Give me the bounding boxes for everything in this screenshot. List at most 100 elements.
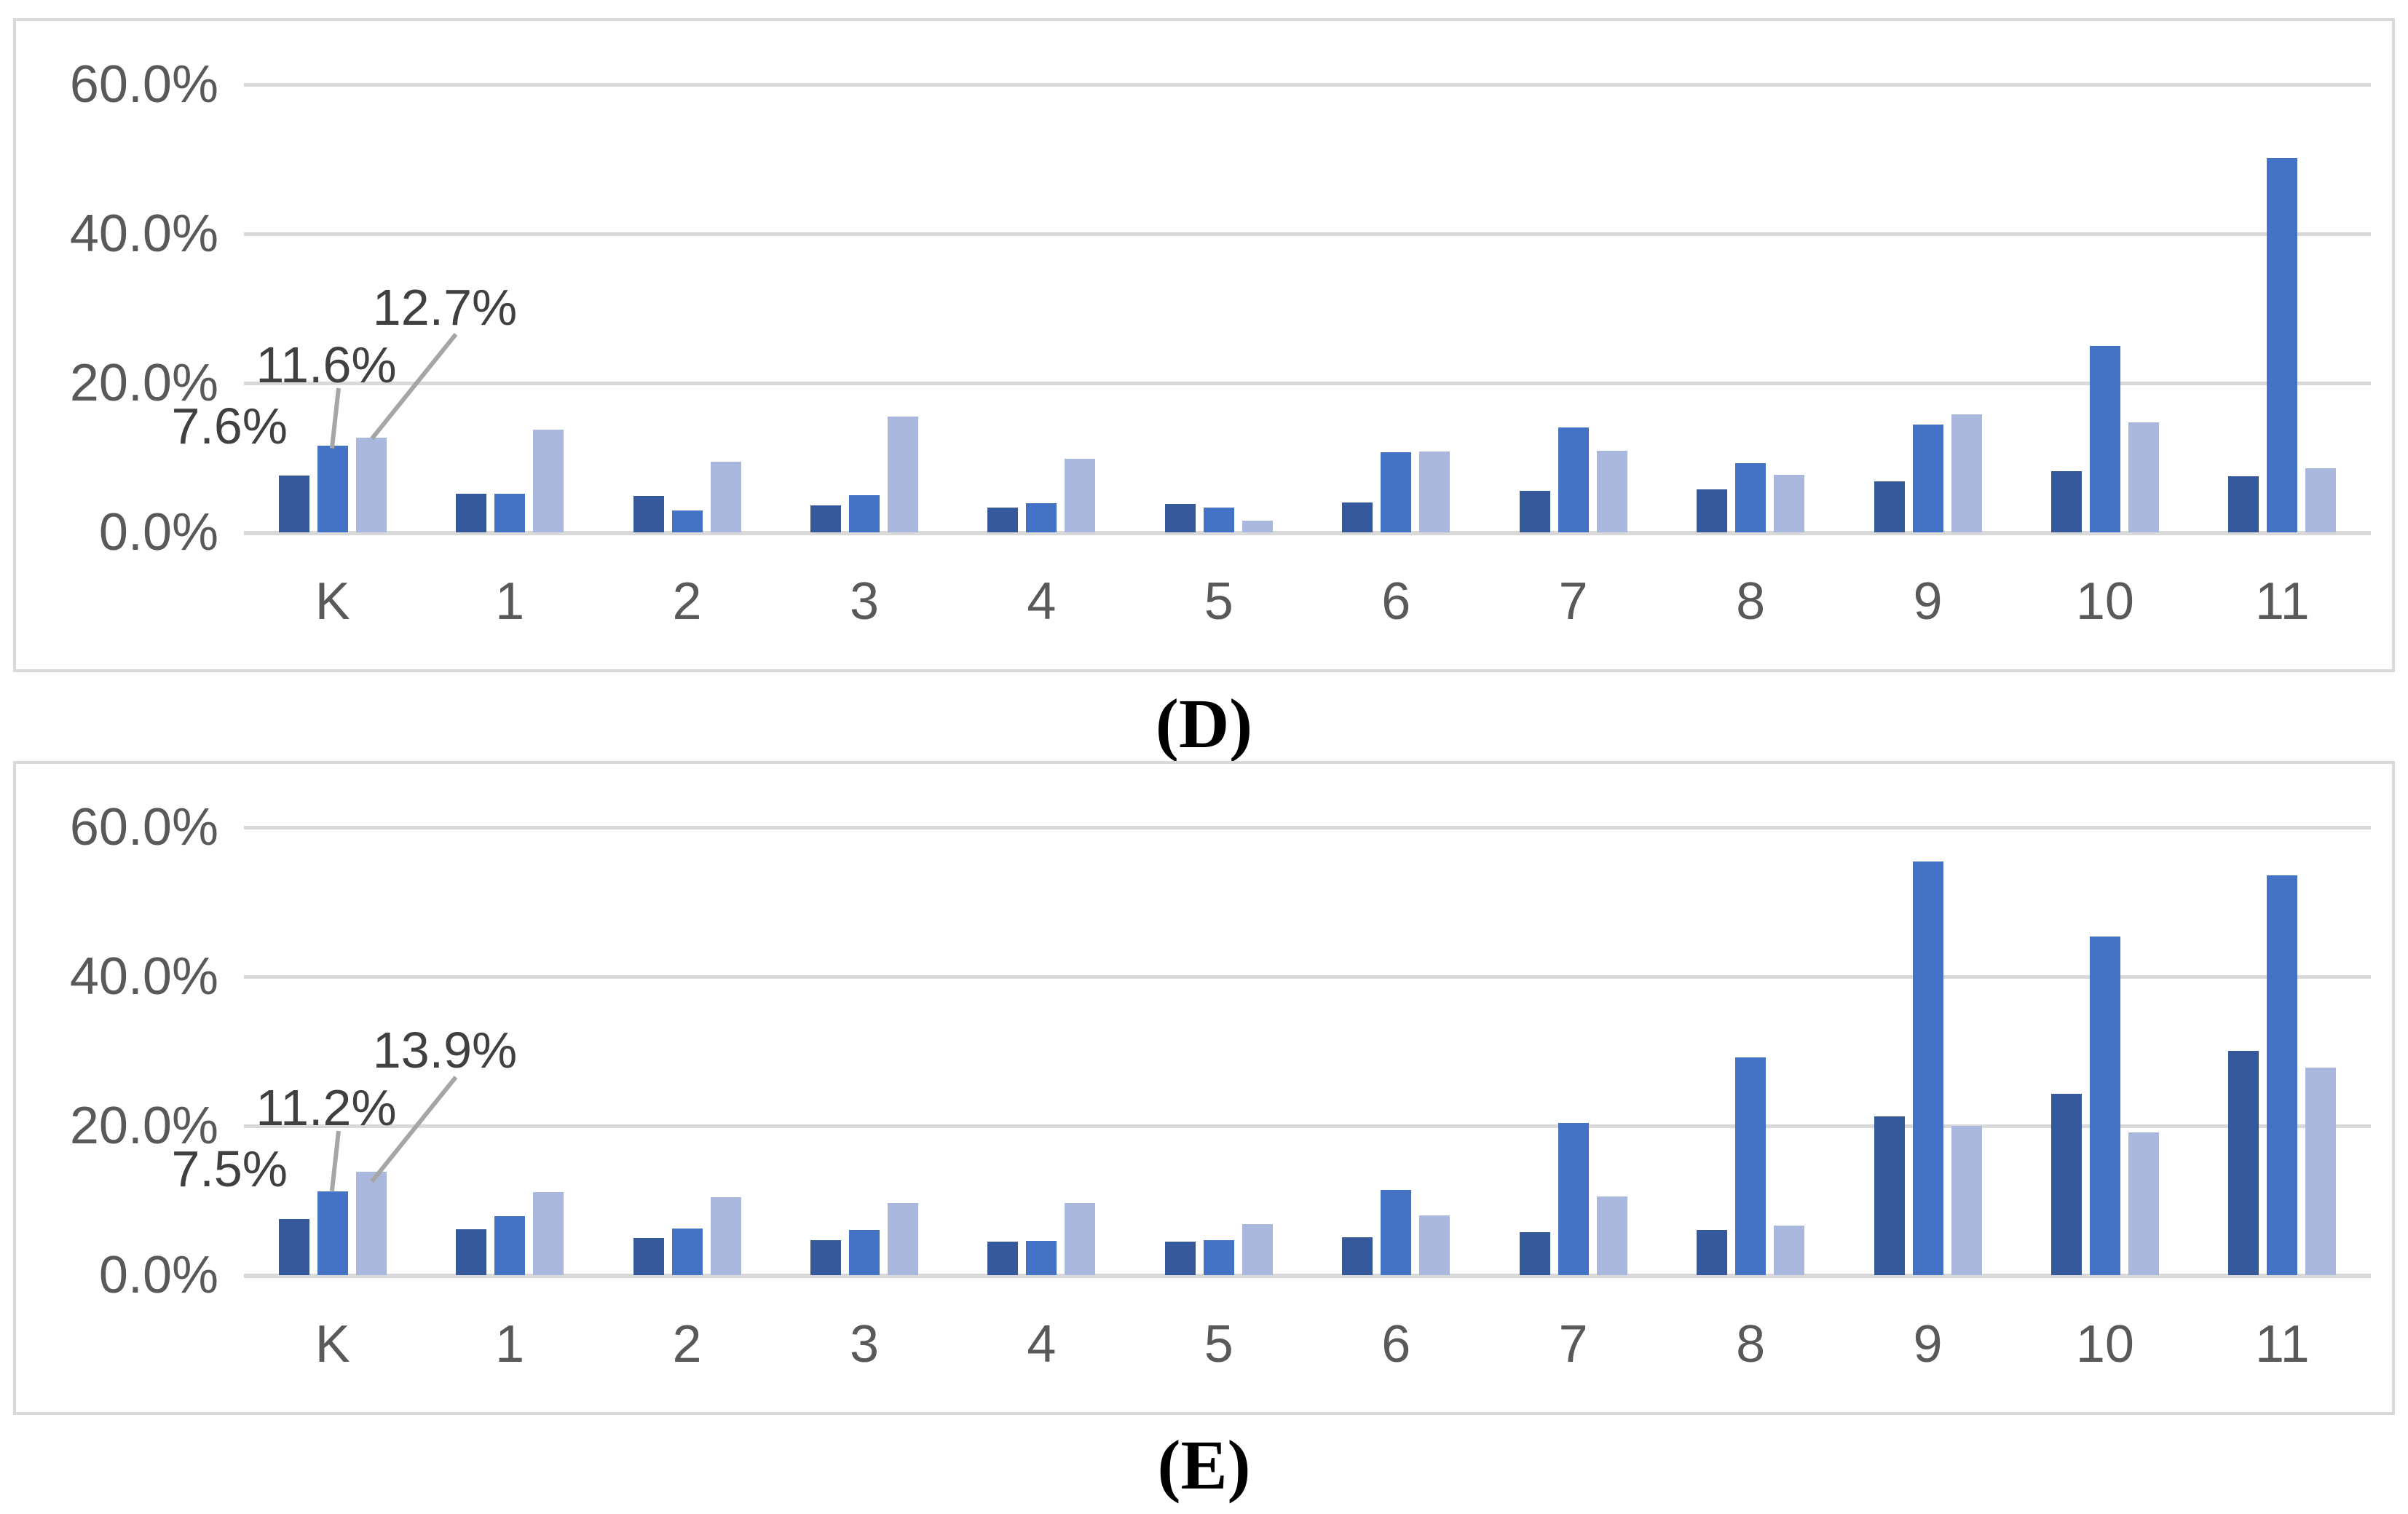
gridline-0 [244,1274,2371,1278]
bar-group-7 [1485,427,1662,532]
bar-group-10 [2016,937,2193,1275]
bar-dark-blue-9 [1874,1116,1905,1275]
gridline-20 [244,1124,2371,1128]
bar-dark-blue-10 [2050,471,2082,532]
x-tick-label-9: 9 [1913,1315,1943,1373]
bar-light-blue-3 [887,417,918,532]
bar-medium-blue-11 [2267,158,2298,532]
chart-d-x-axis: K 1 2 3 4 5 6 7 8 9 10 11 [244,572,2371,631]
bar-light-blue-10 [2128,1132,2159,1275]
x-tick-label-6: 6 [1381,572,1411,631]
gridline-20 [244,382,2371,385]
bar-medium-blue-8 [1735,463,1766,532]
data-label: 7.6% [171,398,288,454]
bar-dark-blue-8 [1697,489,1728,532]
bar-medium-blue-5 [1203,1240,1234,1275]
bar-group-7 [1485,1123,1662,1275]
x-tick-label-11: 11 [2254,1315,2310,1373]
bar-group-10 [2016,346,2193,532]
bar-medium-blue-9 [1912,862,1943,1275]
bar-group-4 [953,459,1130,532]
gridline-40 [244,975,2371,979]
bar-dark-blue-11 [2228,476,2259,532]
bar-light-blue-4 [1065,459,1096,532]
x-tick-label-7: 7 [1558,572,1588,631]
x-tick-label-1: 1 [495,572,525,631]
gridline-40 [244,232,2371,236]
bar-light-blue-3 [887,1203,918,1275]
y-tick-label: 20.0% [69,354,218,412]
bar-medium-blue-10 [2089,346,2120,532]
bar-group-K [244,438,421,532]
bar-group-5 [1130,504,1307,532]
bar-dark-blue-2 [633,1238,664,1275]
bar-light-blue-6 [1419,452,1450,532]
x-tick-label-6: 6 [1381,1315,1411,1373]
bar-medium-blue-4 [1026,1241,1057,1275]
bar-medium-blue-11 [2267,875,2298,1275]
y-tick-label: 40.0% [69,205,218,263]
y-tick-label: 20.0% [69,1097,218,1155]
bar-medium-blue-K [317,1191,348,1275]
bar-group-6 [1308,452,1485,532]
bar-light-blue-8 [1774,1226,1805,1275]
bar-light-blue-11 [2305,1068,2337,1275]
x-tick-label-4: 4 [1027,572,1057,631]
x-tick-label-10: 10 [2075,572,2134,631]
bar-group-K [244,1172,421,1275]
bar-dark-blue-5 [1164,1242,1196,1275]
x-tick-label-5: 5 [1204,1315,1233,1373]
data-label: 11.6% [256,336,397,393]
data-label: 12.7% [372,279,518,336]
bar-dark-blue-7 [1519,491,1550,532]
bar-medium-blue-2 [671,510,703,532]
bar-group-1 [421,1192,598,1275]
x-tick-label-5: 5 [1204,572,1233,631]
bar-dark-blue-K [278,1219,309,1275]
bar-dark-blue-1 [456,494,487,532]
bar-group-4 [953,1203,1130,1275]
bar-group-5 [1130,1224,1307,1275]
bar-medium-blue-6 [1381,452,1412,532]
x-tick-label-3: 3 [849,572,879,631]
x-tick-label-K: K [315,572,350,631]
bar-dark-blue-9 [1874,481,1905,532]
bar-group-11 [2194,158,2371,532]
x-tick-label-K: K [315,1315,350,1373]
bar-medium-blue-7 [1558,1123,1589,1275]
bar-group-3 [775,1203,952,1275]
bar-light-blue-6 [1419,1215,1450,1275]
bar-group-11 [2194,875,2371,1275]
x-tick-label-8: 8 [1736,1315,1766,1373]
bar-dark-blue-4 [987,1242,1019,1275]
y-tick-label: 60.0% [69,798,218,856]
bar-light-blue-K [355,1172,387,1275]
x-tick-label-8: 8 [1736,572,1766,631]
bar-medium-blue-K [317,446,348,532]
y-tick-label: 0.0% [98,503,218,561]
x-tick-label-9: 9 [1913,572,1943,631]
y-tick-label: 60.0% [69,55,218,114]
bar-medium-blue-2 [671,1229,703,1275]
bar-group-9 [1839,414,2016,532]
chart-panel-d: 60.0% 40.0% 20.0% 0.0% K 1 2 3 4 5 6 7 8 9 10 11 7.6% … [13,18,2395,672]
y-tick-label: 0.0% [98,1246,218,1304]
x-tick-label-1: 1 [495,1315,525,1373]
bar-medium-blue-3 [848,1230,880,1275]
x-tick-label-10: 10 [2075,1315,2134,1373]
panel-caption-e: (E) [1157,1426,1251,1504]
data-label: 13.9% [372,1022,518,1079]
bar-light-blue-9 [1951,414,1982,532]
bar-medium-blue-1 [494,494,526,532]
bar-dark-blue-3 [810,505,841,532]
chart-e-plot-area [244,761,2371,1275]
bar-light-blue-1 [533,1192,564,1275]
bar-group-1 [421,430,598,532]
bar-medium-blue-3 [848,495,880,532]
data-label: 7.5% [171,1140,288,1197]
bar-dark-blue-1 [456,1229,487,1275]
bar-medium-blue-7 [1558,427,1589,532]
x-tick-label-11: 11 [2254,572,2310,631]
x-tick-label-2: 2 [672,1315,702,1373]
